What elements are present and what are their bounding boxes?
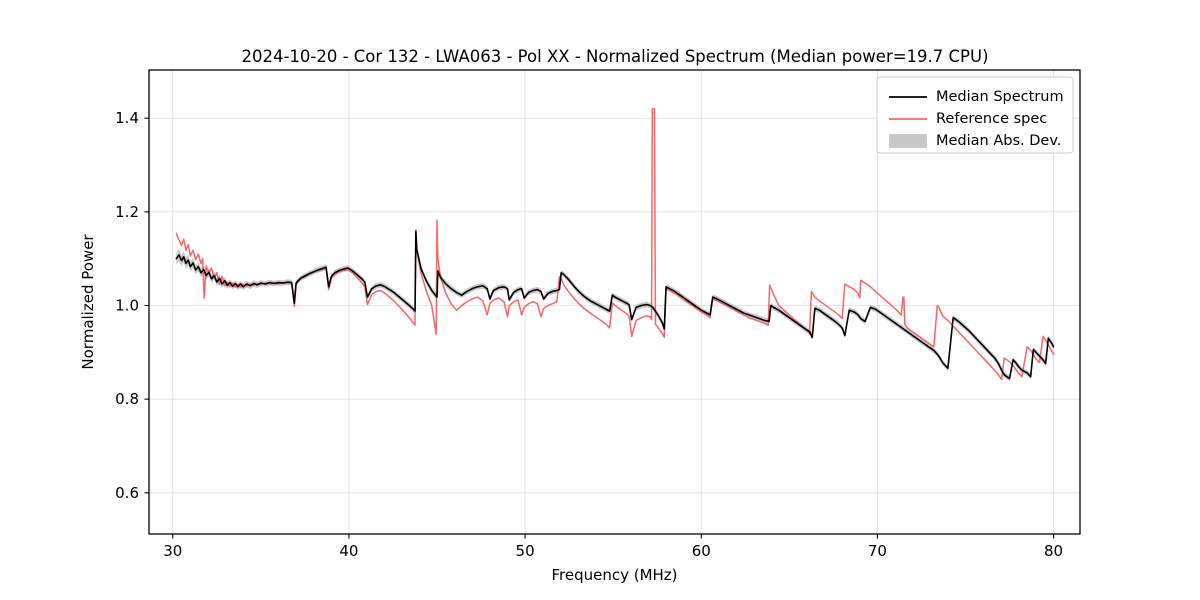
x-tick-label: 30: [163, 542, 182, 560]
y-tick-label: 1.2: [115, 203, 139, 221]
y-tick-label: 1.4: [115, 109, 139, 127]
legend-label: Reference spec: [936, 111, 1047, 127]
legend-label: Median Spectrum: [936, 89, 1064, 105]
chart-legend[interactable]: Median Spectrum Reference spec Median Abs.…: [876, 76, 1074, 154]
x-tick-label: 60: [692, 542, 711, 560]
axes-frame: [148, 69, 1081, 535]
x-axis-title: Frequency (MHz): [551, 566, 677, 584]
legend-label: Median Abs. Dev.: [936, 133, 1061, 149]
x-tick-label: 70: [868, 542, 887, 560]
data-series-layer: [175, 108, 1055, 381]
y-axis-title: Normalized Power: [79, 234, 97, 370]
axis-ticks: 30 40 50 60 70 80 0.6 0.8 1.0 1.2 1.4: [115, 109, 1063, 560]
median-spectrum-line: [175, 230, 1055, 380]
y-tick-label: 0.6: [115, 484, 139, 502]
legend-swatch-mad: [889, 134, 927, 148]
chart-title: 2024-10-20 - Cor 132 - LWA063 - Pol XX -…: [241, 47, 988, 66]
y-tick-label: 1.0: [115, 297, 139, 315]
x-tick-label: 80: [1044, 542, 1063, 560]
y-tick-label: 0.8: [115, 390, 139, 408]
x-tick-label: 50: [516, 542, 535, 560]
x-tick-label: 40: [339, 542, 358, 560]
